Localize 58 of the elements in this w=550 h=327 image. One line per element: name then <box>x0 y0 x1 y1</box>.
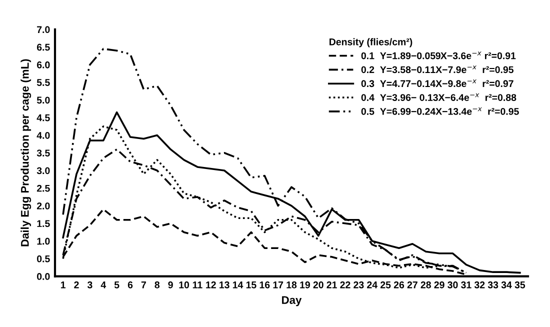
x-tick-label: 24 <box>367 281 378 288</box>
legend-label: 0.3 Y=4.77−0.14X−9.8e$^{−x}$ r²=0.97 <box>361 80 514 88</box>
x-tick-label: 15 <box>246 282 256 288</box>
x-tick-label: 6 <box>128 281 133 288</box>
x-tick-label: 2 <box>74 281 79 288</box>
x-tick-label: 26 <box>394 281 404 288</box>
x-tick-label: 5 <box>114 282 120 288</box>
x-tick-label: 7 <box>141 282 146 288</box>
x-tick-label: 31 <box>461 281 472 288</box>
x-tick-label: 19 <box>300 281 310 288</box>
x-tick-label: 25 <box>380 281 391 288</box>
x-tick-label: 20 <box>313 281 324 288</box>
x-tick-label: 14 <box>232 282 244 288</box>
y-tick-label: 4.0 <box>36 132 50 139</box>
x-tick-label: 33 <box>488 281 498 288</box>
x-tick-label: 32 <box>474 281 485 288</box>
x-tick-label: 21 <box>326 281 337 288</box>
x-tick-label: 27 <box>407 281 418 288</box>
x-tick-label: 16 <box>260 281 270 288</box>
legend-label: 0.5 Y=6.99−0.24X−13.4e$^{−x}$ r²=0.95 <box>361 107 519 115</box>
legend-title: Density (flies/cm²) <box>330 38 412 48</box>
y-tick-label: 6.5 <box>36 44 50 51</box>
y-tick-label: 1.0 <box>37 238 50 245</box>
x-tick-label: 10 <box>179 281 190 288</box>
x-tick-label: 4 <box>100 282 106 288</box>
x-tick-label: 30 <box>448 281 458 288</box>
x-tick-label: 35 <box>514 281 526 288</box>
x-tick-label: 18 <box>286 281 297 288</box>
x-tick-label: 23 <box>354 281 364 288</box>
x-axis-title: Day <box>282 296 302 306</box>
x-tick-label: 3 <box>87 281 92 288</box>
legend-label: 0.2 Y=3.58−0.11X−7.9e$^{−x}$ r²=0.95 <box>361 66 514 74</box>
y-tick-label: 6.0 <box>36 61 50 68</box>
x-tick-label: 9 <box>168 281 173 288</box>
x-tick-label: 12 <box>206 281 216 288</box>
legend-label: 0.4 Y=3.96− 0.13X−6.4e$^{−x}$ r²=0.88 <box>361 93 516 101</box>
y-tick-label: 5.0 <box>36 96 50 104</box>
y-tick-label: 1.5 <box>37 220 50 228</box>
y-tick-label: 3.0 <box>36 167 50 174</box>
y-tick-label: 0.5 <box>37 255 50 262</box>
x-tick-label: 28 <box>420 281 431 288</box>
x-tick-label: 22 <box>340 281 350 288</box>
legend-label: 0.1 Y=1.89−0.059X−3.6e$^{−x}$ r²=0.91 <box>361 52 516 60</box>
y-tick-label: 2.0 <box>36 202 50 210</box>
y-tick-label: 0.0 <box>37 273 50 280</box>
x-tick-label: 11 <box>192 282 202 288</box>
y-axis-title: Daily Egg Production per cage (mL) <box>20 59 32 246</box>
y-tick-label: 3.5 <box>36 150 50 157</box>
y-tick-label: 5.5 <box>36 79 50 86</box>
x-tick-label: 34 <box>501 281 512 288</box>
x-tick-label: 29 <box>434 281 444 288</box>
y-tick-label: 4.5 <box>36 114 50 122</box>
x-tick-label: 13 <box>220 281 230 288</box>
x-tick-label: 8 <box>154 281 160 288</box>
y-tick-label: 7.0 <box>37 26 50 34</box>
x-tick-label: 17 <box>273 282 284 288</box>
y-tick-label: 2.5 <box>36 184 50 192</box>
x-tick-label: 1 <box>60 282 66 288</box>
